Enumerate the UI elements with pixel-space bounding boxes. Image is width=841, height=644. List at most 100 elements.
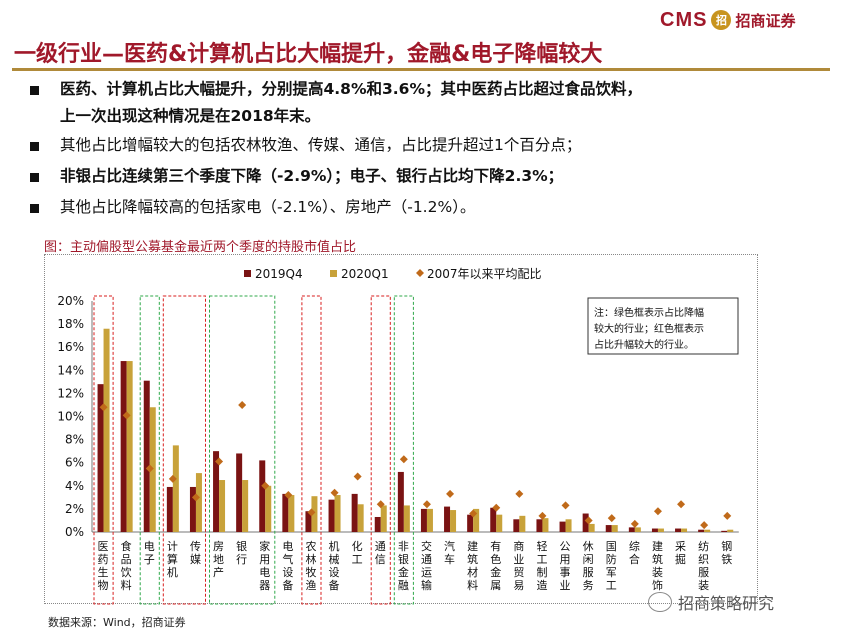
logo-company-name: 招商证券 [735,11,796,30]
bar-2019q4 [282,493,289,532]
logo-cms-text: CMS [660,8,708,31]
x-tick-label: 轻工制造 [536,539,547,592]
avg-marker [307,508,316,517]
bullet-square-icon [30,204,39,213]
x-tick-label: 休闲服务 [583,540,594,592]
bar-2020q1 [103,328,110,532]
avg-marker [330,488,339,497]
bar-2020q1 [242,480,249,532]
x-tick-label: 通信 [375,540,386,566]
bullet-text-cont: 上一次出现这种情况是在2018年末。 [60,107,321,125]
bar-2019q4 [143,380,150,532]
bar-2019q4 [97,384,104,532]
avg-marker [607,514,616,523]
wechat-icon [648,592,672,612]
x-tick-label: 农林牧渔 [305,539,316,592]
y-tick-label: 12% [57,386,84,400]
cms-logo: CMS 招 招商证券 [660,8,795,32]
avg-marker [538,511,547,520]
bar-2019q4 [397,471,404,532]
x-tick-label: 计算机 [167,540,178,579]
avg-marker [145,464,154,473]
avg-marker [238,400,247,409]
x-tick-label: 非银金融 [398,540,409,592]
legend-label: 2019Q4 [255,267,303,281]
highlight-box-red [301,295,322,605]
x-tick-label: 建筑装饰 [652,539,663,592]
x-tick-label: 建筑材料 [467,539,478,592]
bar-2020q1 [588,523,595,532]
bullet-item: 其他占比增幅较大的包括农林牧渔、传媒、通信，占比提升超过1个百分点； [26,132,826,159]
bullet-text: 医药、计算机占比大幅提升，分别提高4.8%和3.6%；其中医药占比超过食品饮料， [60,80,642,98]
bullet-square-icon [30,173,39,182]
bar-2019q4 [721,530,728,532]
page-title: 一级行业—医药&计算机占比大幅提升，金融&电子降幅较大 [14,42,603,67]
bar-2019q4 [628,527,635,532]
avg-marker [353,472,362,481]
bar-2019q4 [213,451,220,532]
x-tick-label: 食品饮料 [121,539,132,592]
avg-marker [122,411,131,420]
bar-2020q1 [334,495,341,532]
bullet-text: 其他占比增幅较大的包括农林牧渔、传媒、通信，占比提升超过1个百分点； [60,136,582,154]
bar-2020q1 [380,505,387,532]
avg-marker [261,481,270,490]
bar-2020q1 [195,473,202,532]
bar-2019q4 [328,499,335,532]
highlight-box-green [209,295,276,605]
bar-2019q4 [236,453,243,532]
avg-marker [99,403,108,412]
bar-2019q4 [351,493,358,532]
note-box [587,297,739,355]
avg-marker [515,489,524,498]
bar-2020q1 [519,515,526,532]
y-tick-label: 10% [57,410,84,424]
bar-2019q4 [582,513,589,532]
x-tick-label: 家用电器 [259,539,270,592]
y-tick-label: 8% [65,433,84,447]
bar-2019q4 [536,519,543,532]
bar-2019q4 [444,506,451,532]
bar-2020q1 [634,527,641,532]
bar-2020q1 [426,508,433,532]
logo-badge-icon: 招 [711,10,732,30]
avg-marker [584,516,593,525]
bar-2020q1 [149,407,156,532]
y-tick-label: 20% [57,294,84,308]
chart-caption: 图：主动偏股型公募基金最近两个季度的持股市值占比 [44,240,357,255]
bar-2019q4 [189,486,196,532]
avg-marker [700,521,709,530]
bar-2020q1 [126,361,133,532]
watermark-text: 招商策略研究 [678,594,775,613]
y-tick-label: 2% [65,502,84,516]
highlight-box-green [393,295,414,605]
avg-marker [492,503,501,512]
y-tick-label: 18% [57,317,84,331]
bar-2020q1 [450,510,457,532]
watermark: 招商策略研究 [648,590,774,614]
bullet-square-icon [30,86,39,95]
avg-marker [215,457,224,466]
avg-marker [561,501,570,510]
chart-frame [44,254,758,604]
bar-2019q4 [467,514,474,532]
y-tick-label: 14% [57,363,84,377]
x-tick-label: 电气设备 [282,540,293,592]
bar-2019q4 [605,525,612,532]
highlight-box-green [139,295,160,605]
avg-marker [446,489,455,498]
bar-2020q1 [311,496,318,532]
bar-2020q1 [657,528,664,532]
bar-2019q4 [651,528,658,532]
note-text: 占比升幅较大的行业。 [594,338,694,351]
legend-swatch [416,269,424,277]
bar-2020q1 [265,485,272,532]
avg-marker [723,511,732,520]
bullet-item: 非银占比连续第三个季度下降（-2.9%）；电子、银行占比均下降2.3%； [26,163,826,190]
bar-2020q1 [473,508,480,532]
y-tick-label: 4% [65,479,84,493]
bar-2020q1 [542,518,549,532]
bar-2019q4 [675,528,682,532]
y-tick-label: 6% [65,456,84,470]
